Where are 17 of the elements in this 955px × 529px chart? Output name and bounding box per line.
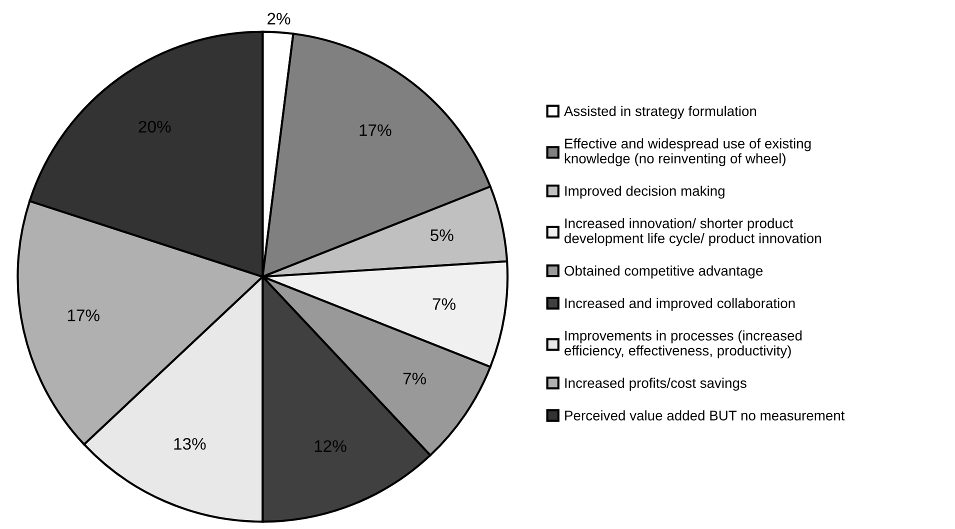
- legend-label: Perceived value added BUT no measurement: [565, 410, 845, 420]
- data-label: 2%: [268, 12, 290, 25]
- data-label: 5%: [430, 229, 454, 242]
- legend-label: Improvements in processes (increased efficiency, effectiveness, productivity): [564, 330, 802, 358]
- data-label: 12%: [314, 440, 346, 452]
- legend-label: Increased profits/cost savings: [565, 378, 746, 391]
- legend-label: Increased and improved collaboration: [565, 298, 795, 311]
- legend-label: Assisted in strategy formulation: [564, 106, 756, 119]
- legend-label: Obtained competitive advantage: [564, 266, 763, 278]
- data-label: 7%: [432, 298, 456, 310]
- data-label: 17%: [360, 124, 392, 136]
- data-label: 7%: [403, 372, 426, 384]
- legend-label: Effective and widespread use of existing knowledge (no reinventing of wheel): [564, 138, 811, 166]
- legend-label: Increased innovation/ shorter product development life cycle/ product innovation: [564, 218, 821, 246]
- legend-label: Improved decision making: [565, 186, 724, 199]
- data-label: 13%: [174, 438, 206, 450]
- data-label: 17%: [68, 310, 100, 322]
